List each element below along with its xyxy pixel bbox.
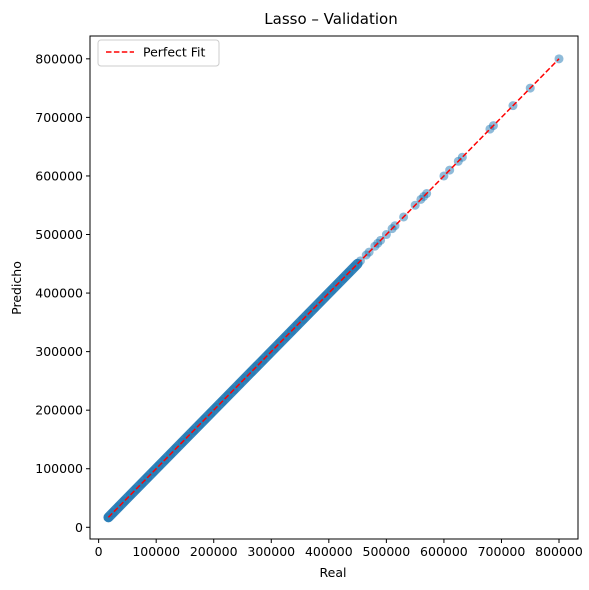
legend: Perfect Fit — [97, 39, 220, 67]
x-tick-label: 300000 — [247, 544, 295, 559]
y-tick-label: 600000 — [35, 168, 83, 183]
x-tick-label: 100000 — [132, 544, 180, 559]
y-tick-label: 700000 — [35, 110, 83, 125]
legend-box — [97, 39, 220, 67]
plot-data — [103, 54, 564, 523]
perfect-fit-line — [107, 58, 560, 518]
plot-frame — [89, 35, 579, 540]
x-tick-label: 600000 — [420, 544, 468, 559]
axis-ticks: 0 100000 200000 300000 400000 500000 600000 700… — [35, 51, 583, 559]
y-axis-label: Predicho — [9, 261, 24, 315]
chart-title: Lasso – Validation — [264, 10, 397, 28]
x-tick-label: 400000 — [305, 544, 353, 559]
x-axis-label: Real — [320, 565, 347, 580]
x-tick-label: 800000 — [535, 544, 583, 559]
x-tick-label: 200000 — [190, 544, 238, 559]
legend-label-perfect-fit: Perfect Fit — [143, 45, 206, 60]
y-tick-label: 100000 — [35, 461, 83, 476]
y-tick-label: 300000 — [35, 344, 83, 359]
x-tick-label: 0 — [95, 544, 103, 559]
x-tick-label: 700000 — [478, 544, 526, 559]
y-tick-label: 0 — [75, 520, 83, 535]
y-tick-label: 200000 — [35, 403, 83, 418]
x-tick-label: 500000 — [363, 544, 411, 559]
y-tick-label: 500000 — [35, 227, 83, 242]
y-tick-label: 800000 — [35, 51, 83, 66]
y-tick-label: 400000 — [35, 286, 83, 301]
